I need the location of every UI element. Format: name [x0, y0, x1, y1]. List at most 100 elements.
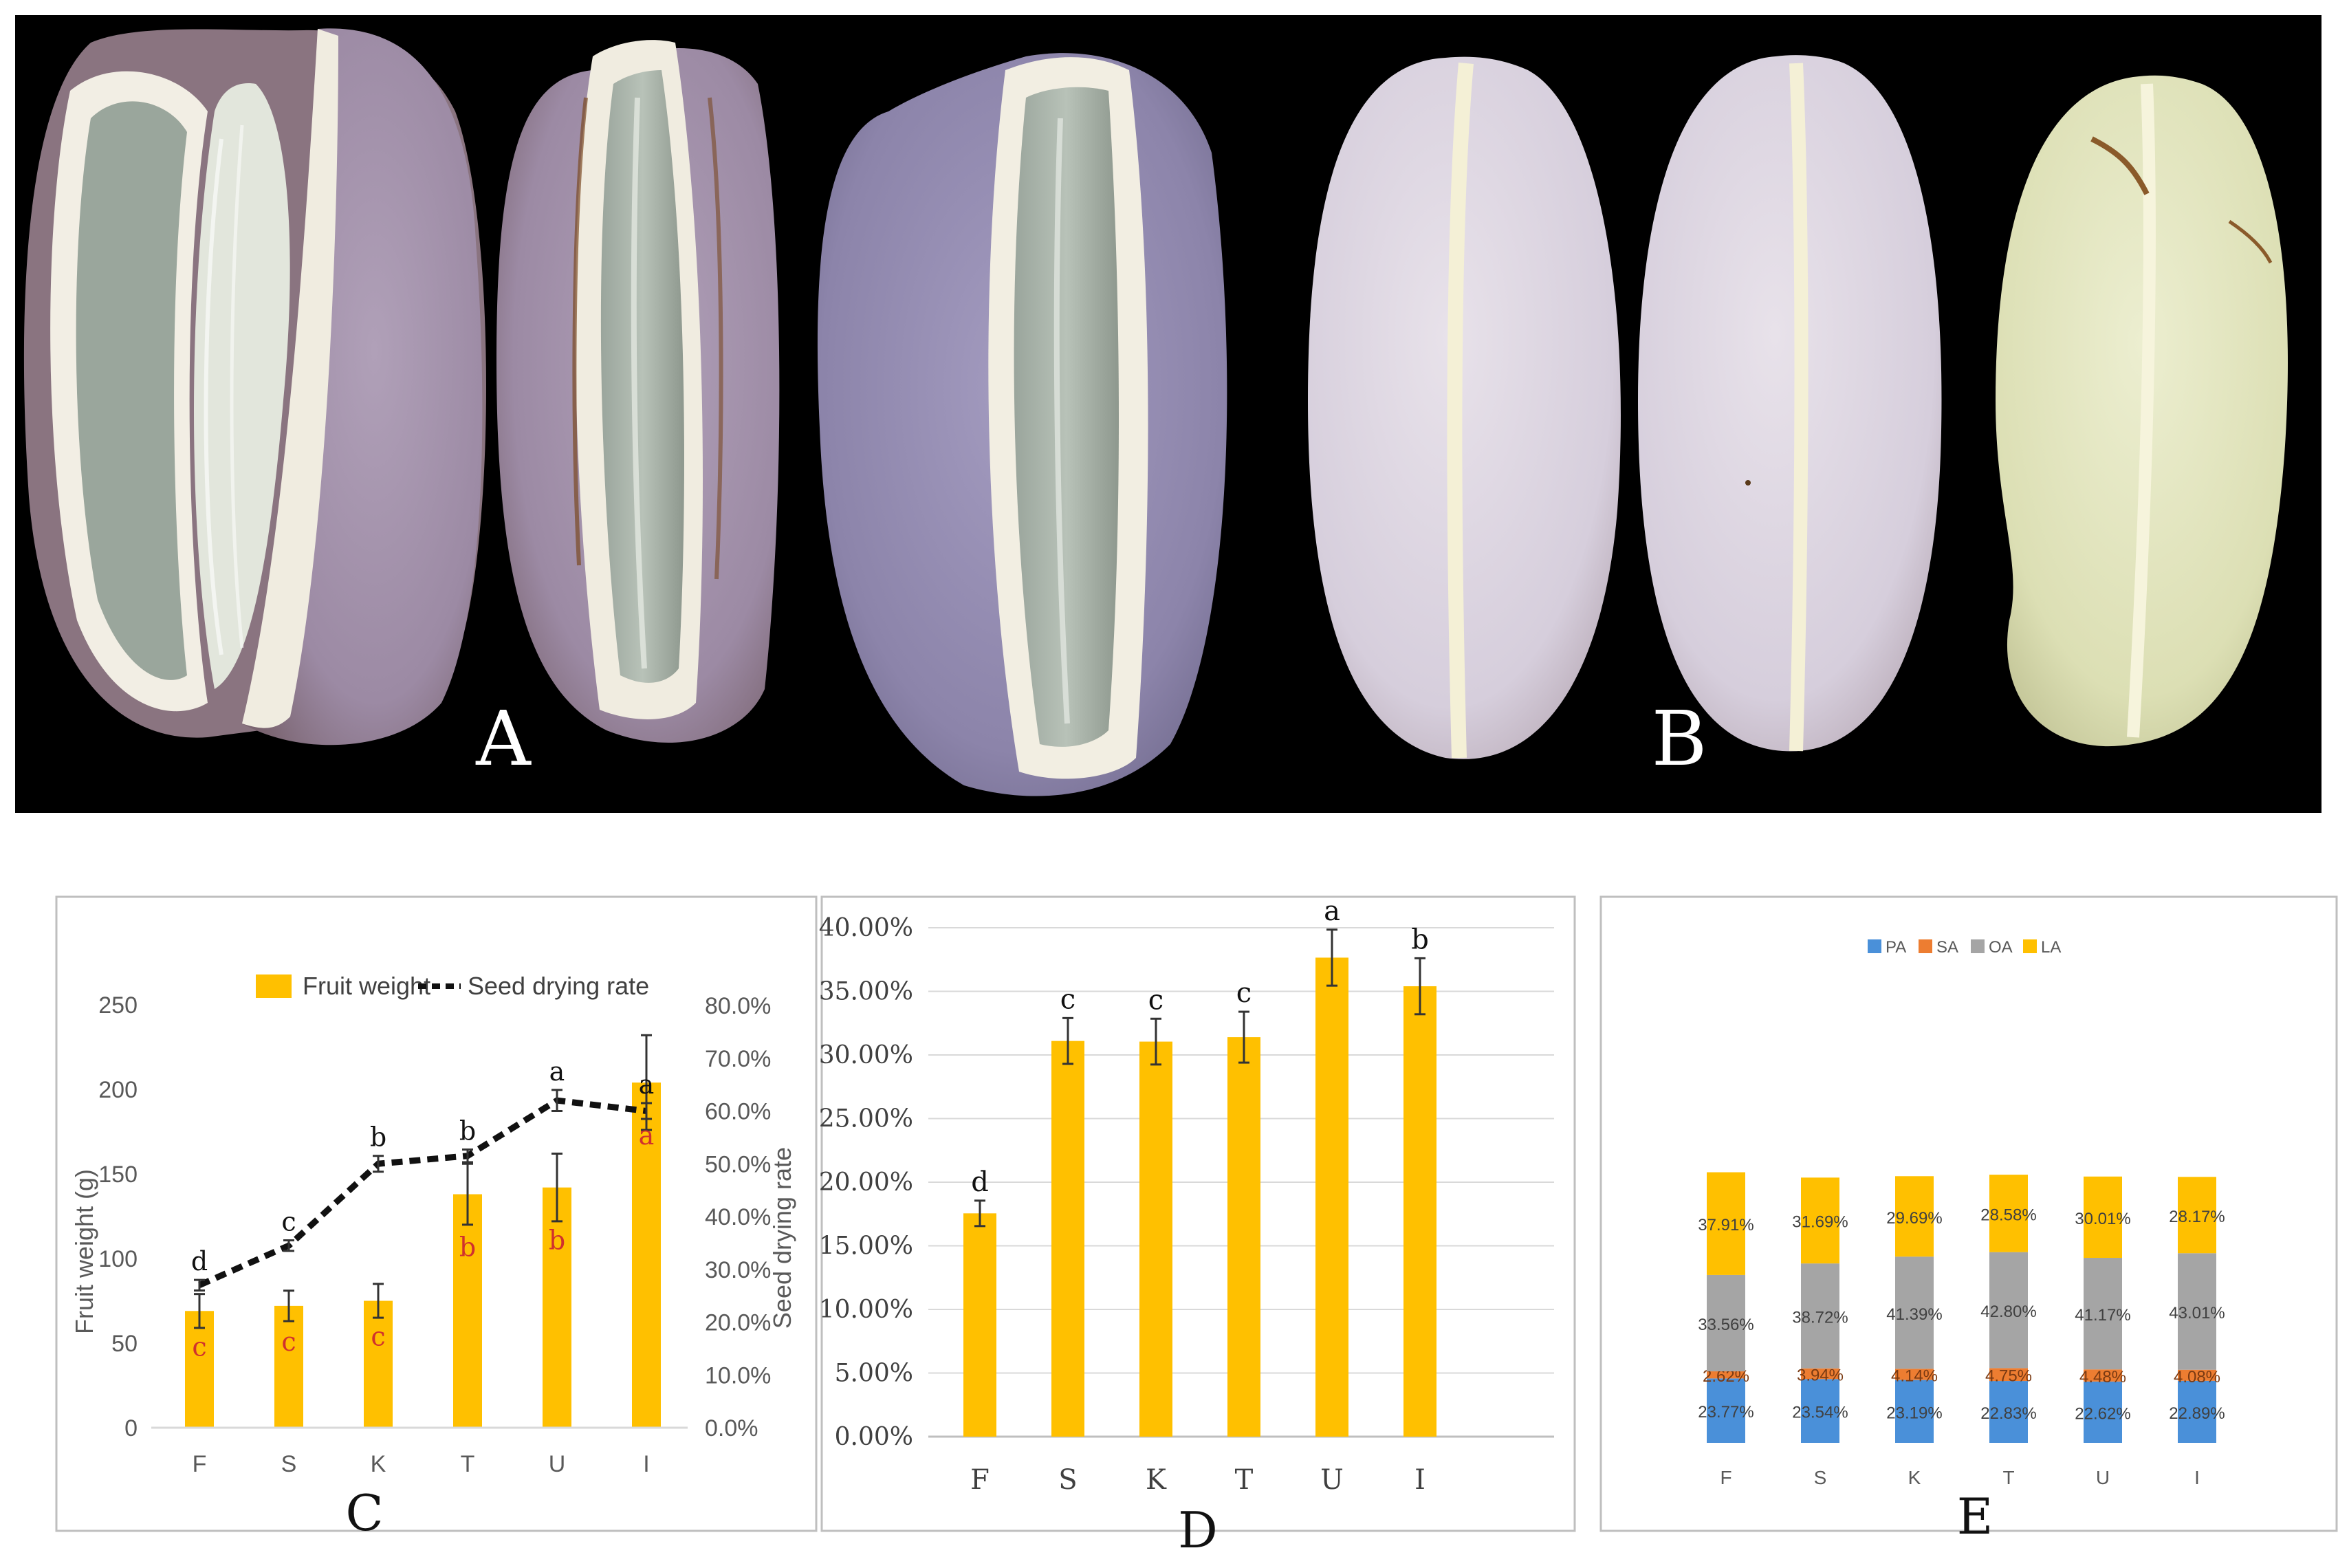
chart-d-y-tick: 10.00%: [819, 1296, 913, 1324]
chart-c-x-tick: S: [281, 1451, 297, 1477]
chart-d-frame: [820, 895, 1576, 1532]
chart-c-bar-I: [632, 1082, 661, 1428]
chart-c-y2-tick: 0.0%: [705, 1415, 758, 1441]
chart-c-y-tick: 50: [111, 1331, 138, 1357]
chart-e-segment-oa: [1895, 1256, 1934, 1369]
panel-c-label: C: [345, 1484, 383, 1542]
chart-d-x-tick: T: [1235, 1464, 1254, 1496]
chart-d-bar-F: [963, 1213, 996, 1437]
chart-e-data-label: 31.69%: [1792, 1213, 1848, 1232]
chart-c-x-tick: F: [193, 1451, 207, 1477]
chart-e: 23.77%2.62%33.56%37.91%23.54%3.94%38.72%…: [1698, 938, 2225, 1545]
closed-fruit-3: [1996, 75, 2288, 747]
chart-e-data-label: 28.58%: [1980, 1206, 2036, 1224]
chart-e-legend-swatch: [1971, 939, 1985, 953]
chart-e-legend-label: SA: [1936, 938, 1958, 957]
chart-e-segment-la: [1801, 1177, 1839, 1264]
chart-d-sig-letter: d: [971, 1166, 989, 1198]
fruit-photographs: A B: [15, 15, 2321, 813]
chart-e-segment-la: [2178, 1177, 2216, 1254]
panel-a-label: A: [475, 695, 532, 783]
chart-c-line-sig-letter: b: [459, 1116, 476, 1146]
chart-c-bar-S: [274, 1305, 303, 1428]
chart-c-y2-tick: 50.0%: [705, 1151, 771, 1177]
panel-e-label: E: [1957, 1488, 1993, 1545]
chart-e-data-label: 37.91%: [1698, 1216, 1754, 1234]
chart-e-data-label: 22.62%: [2075, 1404, 2130, 1423]
chart-e-data-label: 42.80%: [1980, 1303, 2036, 1321]
chart-c-x-tick: I: [643, 1451, 649, 1477]
chart-e-segment-pa: [1989, 1381, 2028, 1443]
legend-swatch-fruit-weight: [256, 974, 292, 998]
chart-e-x-tick: U: [2096, 1467, 2110, 1488]
chart-e-data-label: 22.89%: [2169, 1404, 2225, 1423]
chart-d-x-tick: F: [970, 1464, 990, 1496]
chart-c-x-tick: K: [371, 1451, 386, 1477]
chart-d-bar-K: [1139, 1041, 1172, 1437]
chart-e-data-label: 4.48%: [2079, 1368, 2126, 1386]
chart-e-data-label: 43.01%: [2169, 1304, 2225, 1322]
chart-d-sig-letter: a: [1324, 895, 1340, 927]
chart-e-segment-la: [2084, 1176, 2122, 1259]
chart-c-y2-axis-title: Seed drying rate: [768, 1147, 796, 1329]
chart-e-legend-swatch: [1868, 939, 1881, 953]
chart-e-segment-pa: [1801, 1379, 1839, 1443]
chart-e-segment-pa: [2178, 1380, 2216, 1443]
chart-d-y-tick: 40.00%: [819, 914, 913, 942]
chart-c-bar-T: [453, 1194, 482, 1428]
chart-e-segment-pa: [2084, 1381, 2122, 1443]
chart-e-data-label: 23.77%: [1698, 1403, 1754, 1422]
chart-e-data-label: 29.69%: [1886, 1209, 1942, 1228]
chart-e-segment-sa: [1707, 1371, 1745, 1379]
chart-c-line-sig-letter: b: [370, 1122, 386, 1153]
chart-d-x-tick: U: [1320, 1464, 1344, 1496]
chart-c-bar-sig-letter: b: [549, 1226, 565, 1256]
chart-e-data-label: 3.94%: [1797, 1366, 1844, 1384]
chart-d-x-tick: K: [1146, 1464, 1167, 1496]
chart-e-data-label: 4.08%: [2174, 1368, 2220, 1386]
open-fruit-2: [496, 40, 780, 743]
chart-c-y2-tick: 60.0%: [705, 1099, 771, 1125]
chart-e-segment-pa: [1895, 1380, 1934, 1443]
chart-c-line-sig-letter: d: [191, 1246, 208, 1276]
chart-d-bar-S: [1051, 1041, 1084, 1437]
chart-c-y-tick: 100: [98, 1246, 138, 1272]
chart-d-x-tick: S: [1058, 1464, 1077, 1496]
chart-e-segment-sa: [2084, 1369, 2122, 1382]
chart-e-segment-sa: [2178, 1369, 2216, 1381]
chart-e-data-label: 38.72%: [1792, 1308, 1848, 1327]
chart-e-frame: [1599, 895, 2338, 1532]
chart-d-sig-letter: c: [1060, 983, 1075, 1015]
chart-c-bar-sig-letter: a: [639, 1120, 655, 1151]
chart-c-legend: Fruit weight Seed drying rate: [256, 972, 649, 1000]
chart-e-segment-la: [1707, 1172, 1745, 1275]
chart-e-legend-label: OA: [1989, 938, 2013, 957]
chart-e-x-tick: F: [1720, 1467, 1731, 1488]
legend-label-seed-drying-rate: Seed drying rate: [468, 972, 649, 1000]
chart-e-segment-oa: [2178, 1253, 2216, 1370]
chart-c-y2-tick: 70.0%: [705, 1046, 771, 1072]
chart-e-segment-la: [1989, 1175, 2028, 1252]
chart-c-y-tick: 150: [98, 1162, 138, 1188]
chart-c-line-sig-letter: c: [281, 1207, 296, 1237]
panel-b-label: B: [1652, 695, 1707, 783]
chart-e-segment-oa: [1707, 1274, 1745, 1372]
chart-c-y2-tick: 80.0%: [705, 993, 771, 1019]
chart-e-data-label: 30.01%: [2075, 1210, 2130, 1228]
chart-c-bar-F: [185, 1311, 214, 1428]
open-fruit-1: [23, 28, 486, 745]
chart-d-y-tick: 20.00%: [819, 1168, 913, 1197]
chart-e-segment-sa: [1895, 1369, 1934, 1380]
chart-d: d c c c a b 0.00% 5.00% 10.00% 15.00% 20.00% 25.00…: [819, 895, 1554, 1559]
closed-fruit-1: [1308, 56, 1621, 759]
chart-c-y2-tick: 30.0%: [705, 1257, 771, 1283]
chart-e-legend-label: PA: [1886, 938, 1906, 957]
chart-d-bar-T: [1227, 1037, 1260, 1437]
chart-d-sig-letter: b: [1411, 924, 1429, 955]
chart-e-x-tick: K: [1908, 1467, 1921, 1488]
chart-d-y-tick: 30.00%: [819, 1041, 913, 1069]
chart-e-segment-sa: [1989, 1368, 2028, 1382]
chart-e-x-tick: I: [2194, 1467, 2200, 1488]
chart-e-data-label: 41.17%: [2075, 1306, 2130, 1325]
chart-d-y-tick: 15.00%: [819, 1232, 913, 1261]
